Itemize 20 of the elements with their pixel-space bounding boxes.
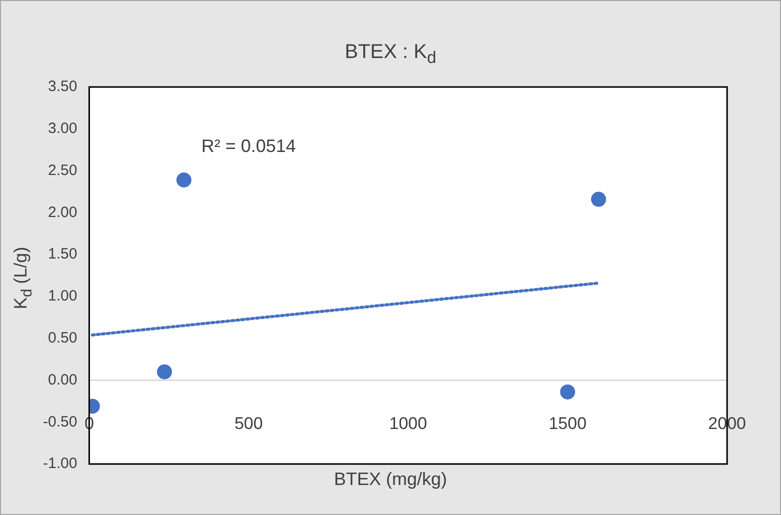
y-tick-label: 1.00	[48, 288, 78, 305]
point	[156, 364, 172, 380]
x-tick-label: 500	[234, 414, 263, 434]
y-tick-label: -1.00	[42, 455, 78, 472]
y-tick-label: 2.50	[48, 162, 78, 179]
point	[591, 192, 606, 207]
x-tick-label: 1500	[548, 414, 587, 434]
y-tick-label: 1.50	[48, 246, 78, 263]
y-tick-label: 0.00	[48, 371, 78, 388]
y-tick-label: 3.50	[48, 78, 78, 96]
point	[560, 384, 576, 400]
chart-title: BTEX : K$_{d}$	[344, 41, 438, 68]
y-tick-label: 2.00	[48, 204, 78, 221]
x-tick-label: 1000	[389, 414, 428, 434]
x-axis-title: BTEX (mg/kg)	[334, 469, 448, 489]
y-tick-label: 0.50	[48, 329, 78, 346]
point	[176, 172, 192, 188]
y-tick-label: 3.00	[48, 120, 78, 138]
annotation: R² = 0.0514	[201, 136, 296, 156]
y-tick-label: -0.50	[42, 413, 78, 430]
